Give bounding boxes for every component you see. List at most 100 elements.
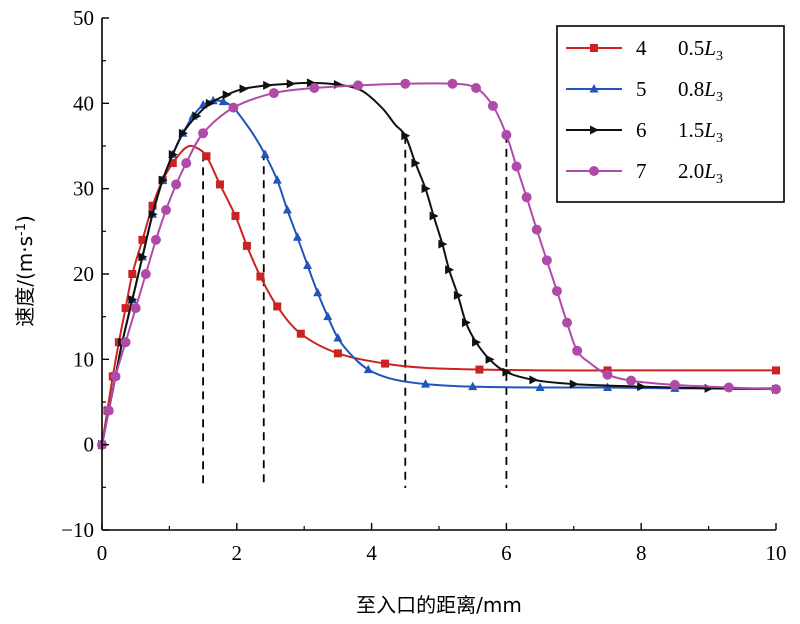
data-point-4: [772, 366, 780, 375]
data-point-6: [192, 111, 202, 121]
data-point-7: [268, 88, 279, 99]
series-group: [97, 78, 781, 450]
y-axis-title-sup: -1: [14, 223, 29, 236]
data-point-7: [181, 158, 192, 169]
data-point-6: [704, 383, 714, 393]
data-point-6: [445, 265, 455, 275]
data-point-7: [103, 405, 114, 416]
data-point-6: [529, 375, 539, 385]
data-point-7: [531, 224, 542, 235]
data-point-7: [228, 102, 239, 113]
data-point-6: [168, 150, 178, 160]
data-point-4: [296, 329, 305, 338]
data-point-5: [260, 149, 270, 159]
data-point-6: [178, 128, 188, 138]
data-point-5: [218, 96, 228, 106]
data-point-7: [150, 234, 161, 245]
data-point-5: [282, 205, 292, 214]
data-point-7: [723, 382, 734, 393]
data-point-6: [263, 80, 273, 90]
y-tick-label: 0: [84, 433, 95, 457]
y-axis-title-main: 速度/(m·s: [13, 236, 37, 327]
data-point-7: [161, 205, 172, 215]
data-point-7: [130, 303, 141, 314]
legend-marker: [589, 84, 599, 93]
data-point-6: [138, 252, 148, 262]
data-point-6: [158, 175, 168, 185]
x-tick-label: 4: [366, 541, 377, 565]
data-point-7: [562, 317, 573, 328]
data-point-4: [128, 270, 137, 278]
data-point-5: [303, 260, 313, 269]
data-point-7: [140, 269, 151, 279]
data-point-4: [256, 272, 265, 281]
x-axis-title: 至入口的距离/mm: [356, 593, 522, 617]
data-point-6: [222, 90, 232, 100]
data-point-6: [411, 158, 421, 168]
legend-marker: [590, 44, 598, 52]
data-point-6: [485, 354, 495, 364]
y-axis-title: 速度/(m·s-1): [13, 215, 37, 327]
data-point-7: [471, 82, 482, 93]
legend: 4 0.5L3 5 0.8L3 6 1.5L3 7 2.0L3: [556, 25, 785, 203]
data-point-7: [572, 345, 583, 356]
data-point-6: [401, 131, 411, 141]
x-tick-label: 2: [232, 541, 243, 565]
data-point-7: [120, 337, 131, 348]
data-point-6: [637, 382, 647, 392]
data-point-5: [363, 364, 373, 374]
data-point-7: [198, 128, 209, 139]
y-tick-label: 40: [73, 91, 94, 115]
legend-label-5: 5: [636, 77, 647, 101]
data-point-6: [128, 295, 138, 305]
legend-value-6: 1.5L3: [678, 118, 723, 146]
data-point-6: [421, 184, 431, 194]
data-point-4: [138, 235, 147, 244]
data-point-4: [215, 180, 224, 189]
data-point-5: [333, 333, 343, 342]
data-point-6: [429, 211, 439, 221]
y-tick-label: 20: [73, 262, 94, 286]
data-point-7: [551, 286, 562, 297]
data-point-7: [669, 379, 680, 390]
data-point-5: [603, 382, 612, 391]
data-point-4: [475, 365, 484, 374]
data-point-4: [242, 241, 251, 250]
legend-marker: [589, 166, 599, 176]
x-tick-label: 10: [766, 541, 787, 565]
data-point-6: [205, 98, 215, 108]
data-point-7: [447, 78, 458, 89]
data-point-5: [468, 381, 478, 391]
data-point-5: [292, 232, 302, 241]
data-point-7: [400, 78, 411, 89]
data-point-4: [333, 349, 342, 358]
y-tick-label: 30: [73, 177, 94, 201]
data-point-5: [323, 311, 333, 321]
y-tick-label: 10: [73, 347, 94, 371]
data-point-7: [511, 161, 522, 172]
legend-entry-6: 6 1.5L3: [566, 118, 723, 146]
data-point-4: [231, 211, 240, 220]
data-point-5: [421, 379, 431, 388]
legend-marker: [590, 125, 599, 135]
data-point-7: [171, 179, 182, 190]
legend-label-7: 7: [636, 159, 647, 183]
legend-label-4: 4: [636, 36, 647, 60]
axes: [101, 17, 777, 531]
series-7: [97, 78, 781, 450]
y-tick-label: −10: [61, 518, 94, 542]
dashed-guide-lines: [202, 134, 508, 488]
legend-entry-4: 4 0.5L3: [566, 36, 723, 64]
data-point-7: [771, 384, 781, 395]
data-point-4: [202, 152, 211, 161]
data-point-5: [535, 382, 545, 391]
y-tick-label: 50: [73, 6, 94, 30]
data-point-4: [121, 304, 130, 313]
data-point-7: [626, 375, 637, 386]
data-point-7: [501, 129, 512, 140]
legend-label-6: 6: [636, 118, 647, 142]
data-point-7: [110, 371, 121, 382]
data-point-6: [502, 367, 512, 377]
